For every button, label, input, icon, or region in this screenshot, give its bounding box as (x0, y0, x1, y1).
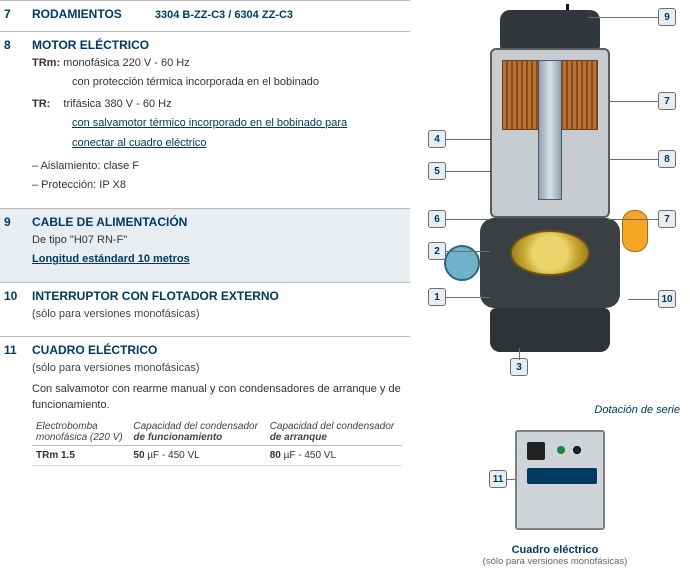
table-row: TRm 1.5 50 µF - 450 VL 80 µF - 450 VL (32, 446, 402, 466)
callout-10: 10 (658, 290, 676, 308)
section-float-switch: 10 INTERRUPTOR CON FLOTADOR EXTERNO (sól… (0, 282, 410, 336)
lead-line (608, 159, 658, 160)
section-number: 10 (4, 289, 17, 303)
trm-label: TRm: (32, 57, 60, 69)
section-title: CUADRO ELÉCTRICO (32, 343, 402, 357)
cell-run-cap: 50 µF - 450 VL (129, 446, 265, 466)
lead-line (446, 171, 490, 172)
impeller-illustration (510, 230, 590, 276)
protection-spec: – Protección: IP X8 (32, 178, 402, 193)
panel-brand-label (527, 468, 597, 484)
standard-equipment-label: Dotación de serie (420, 404, 690, 416)
diagram-column: 4 5 6 2 1 3 9 7 8 7 10 Dotación de serie… (420, 0, 690, 567)
isolation-spec: – Aislamiento: clase F (32, 159, 402, 174)
section-rodamientos: 7 RODAMIENTOS 3304 B-ZZ-C3 / 6304 ZZ-C3 (0, 0, 410, 31)
section-cable: 9 CABLE DE ALIMENTACIÓN De tipo "H07 RN-… (0, 208, 410, 282)
callout-7: 7 (658, 92, 676, 110)
tr-spec: trifásica 380 V - 60 Hz (63, 98, 171, 110)
table-header-pump: Electrobomba monofásica (220 V) (32, 419, 129, 446)
cable-length: Longitud estándard 10 metros (32, 252, 402, 267)
trm-note: con protección térmica incorporada en el… (72, 75, 402, 90)
led-dark-icon (573, 446, 581, 454)
panel-note: (sólo para versiones monofásicas) (32, 361, 402, 376)
table-header-run-cap: Capacidad del condensador de funcionamie… (129, 419, 265, 446)
callout-1: 1 (428, 288, 446, 306)
tr-note-line1: con salvamotor térmico incorporado en el… (72, 116, 402, 131)
pump-body-illustration (480, 10, 620, 360)
lead-line (446, 297, 490, 298)
capacitor-table: Electrobomba monofásica (220 V) Capacida… (32, 419, 402, 466)
section-control-panel: 11 CUADRO ELÉCTRICO (sólo para versiones… (0, 336, 410, 476)
lead-line (446, 251, 490, 252)
lead-line (446, 219, 490, 220)
table-header-start-cap: Capacidad del condensador de arranque (266, 419, 402, 446)
section-title: INTERRUPTOR CON FLOTADOR EXTERNO (32, 289, 402, 303)
cell-model: TRm 1.5 (32, 446, 129, 466)
float-switch-illustration (622, 210, 648, 252)
callout-3: 3 (510, 358, 528, 376)
callout-8: 8 (658, 150, 676, 168)
callout-6: 6 (428, 210, 446, 228)
panel-caption: Cuadro eléctrico (420, 544, 690, 556)
tr-label: TR: (32, 98, 50, 110)
lead-line (519, 348, 520, 360)
pump-cutaway-diagram: 4 5 6 2 1 3 9 7 8 7 10 (420, 0, 680, 400)
section-title: MOTOR ELÉCTRICO (32, 38, 402, 52)
callout-5: 5 (428, 162, 446, 180)
switch-icon (527, 442, 545, 460)
cable-type: De tipo "H07 RN-F" (32, 233, 402, 248)
callout-9: 9 (658, 8, 676, 26)
lead-line (608, 101, 658, 102)
callout-4: 4 (428, 130, 446, 148)
lead-line (628, 299, 658, 300)
trm-spec: monofásica 220 V - 60 Hz (63, 57, 190, 69)
panel-desc: Con salvamotor con rearme manual y con c… (32, 382, 402, 413)
spec-left-column: 7 RODAMIENTOS 3304 B-ZZ-C3 / 6304 ZZ-C3 … (0, 0, 410, 476)
callout-11: 11 (489, 470, 507, 488)
motor-top-illustration (500, 10, 600, 50)
control-panel-diagram: 11 (495, 430, 615, 540)
tr-note-line2: conectar al cuadro eléctrico (72, 136, 402, 151)
bearing-spec: 3304 B-ZZ-C3 / 6304 ZZ-C3 (155, 9, 293, 21)
panel-subcaption: (sólo para versiones monofásicas) (420, 556, 690, 567)
section-number: 8 (4, 38, 11, 52)
section-motor: 8 MOTOR ELÉCTRICO TRm: monofásica 220 V … (0, 31, 410, 208)
section-number: 11 (4, 343, 17, 357)
section-number: 7 (4, 7, 11, 21)
float-switch-note: (sólo para versiones monofásicas) (32, 307, 402, 322)
section-number: 9 (4, 215, 11, 229)
panel-illustration (515, 430, 605, 530)
lead-line (588, 17, 658, 18)
base-illustration (490, 308, 610, 352)
cell-start-cap: 80 µF - 450 VL (266, 446, 402, 466)
section-title: RODAMIENTOS (32, 7, 122, 21)
rotor-illustration (538, 60, 562, 200)
callout-2: 2 (428, 242, 446, 260)
led-green-icon (557, 446, 565, 454)
lead-line (446, 139, 490, 140)
section-title: CABLE DE ALIMENTACIÓN (32, 215, 402, 229)
lead-line (608, 219, 658, 220)
callout-7b: 7 (658, 210, 676, 228)
